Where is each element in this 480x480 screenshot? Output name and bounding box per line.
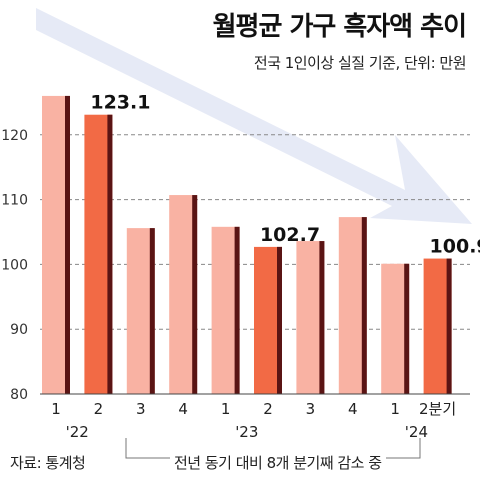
source-note: 자료: 통계청 (10, 454, 86, 472)
bar-shadow (65, 95, 70, 395)
bar-shadow (319, 241, 325, 394)
x-tick-label: 2 (94, 400, 104, 418)
year-label: '22 (66, 423, 89, 441)
x-tick-label: 3 (136, 400, 146, 418)
x-tick-label: 2분기 (419, 400, 456, 418)
y-tick-label: 110 (1, 193, 28, 209)
y-tick-label: 120 (1, 128, 28, 144)
data-label: 123.1 (90, 92, 150, 114)
footnote: 전년 동기 대비 8개 분기째 감소 중 (170, 452, 386, 473)
data-label: 100.9 (430, 236, 480, 258)
x-tick-label: 2 (263, 400, 273, 418)
y-tick-label: 80 (10, 387, 28, 403)
bar-shadow (404, 263, 410, 394)
x-tick-label: 4 (178, 400, 188, 418)
bar-shadow (107, 114, 113, 394)
x-tick-label: 1 (221, 400, 231, 418)
bar-shadow (234, 226, 240, 394)
bar-shadow (446, 258, 452, 394)
trend-arrow (36, 8, 472, 224)
bar-shadow (277, 246, 282, 394)
year-label: '24 (405, 423, 428, 441)
x-tick-label: 1 (390, 400, 400, 418)
bar-shadow (361, 217, 367, 394)
chart-title: 월평균 가구 흑자액 추이 (212, 12, 467, 42)
data-label: 102.7 (260, 224, 320, 246)
chart-subtitle: 전국 1인이상 실질 기준, 단위: 만원 (253, 54, 467, 72)
x-tick-label: 1 (51, 400, 61, 418)
y-tick-label: 100 (1, 257, 28, 273)
x-tick-label: 4 (348, 400, 358, 418)
x-tick-label: 3 (306, 400, 316, 418)
y-tick-label: 90 (10, 322, 28, 338)
bar-shadow (149, 228, 155, 394)
bar-shadow (192, 195, 198, 394)
year-label: '23 (235, 423, 258, 441)
